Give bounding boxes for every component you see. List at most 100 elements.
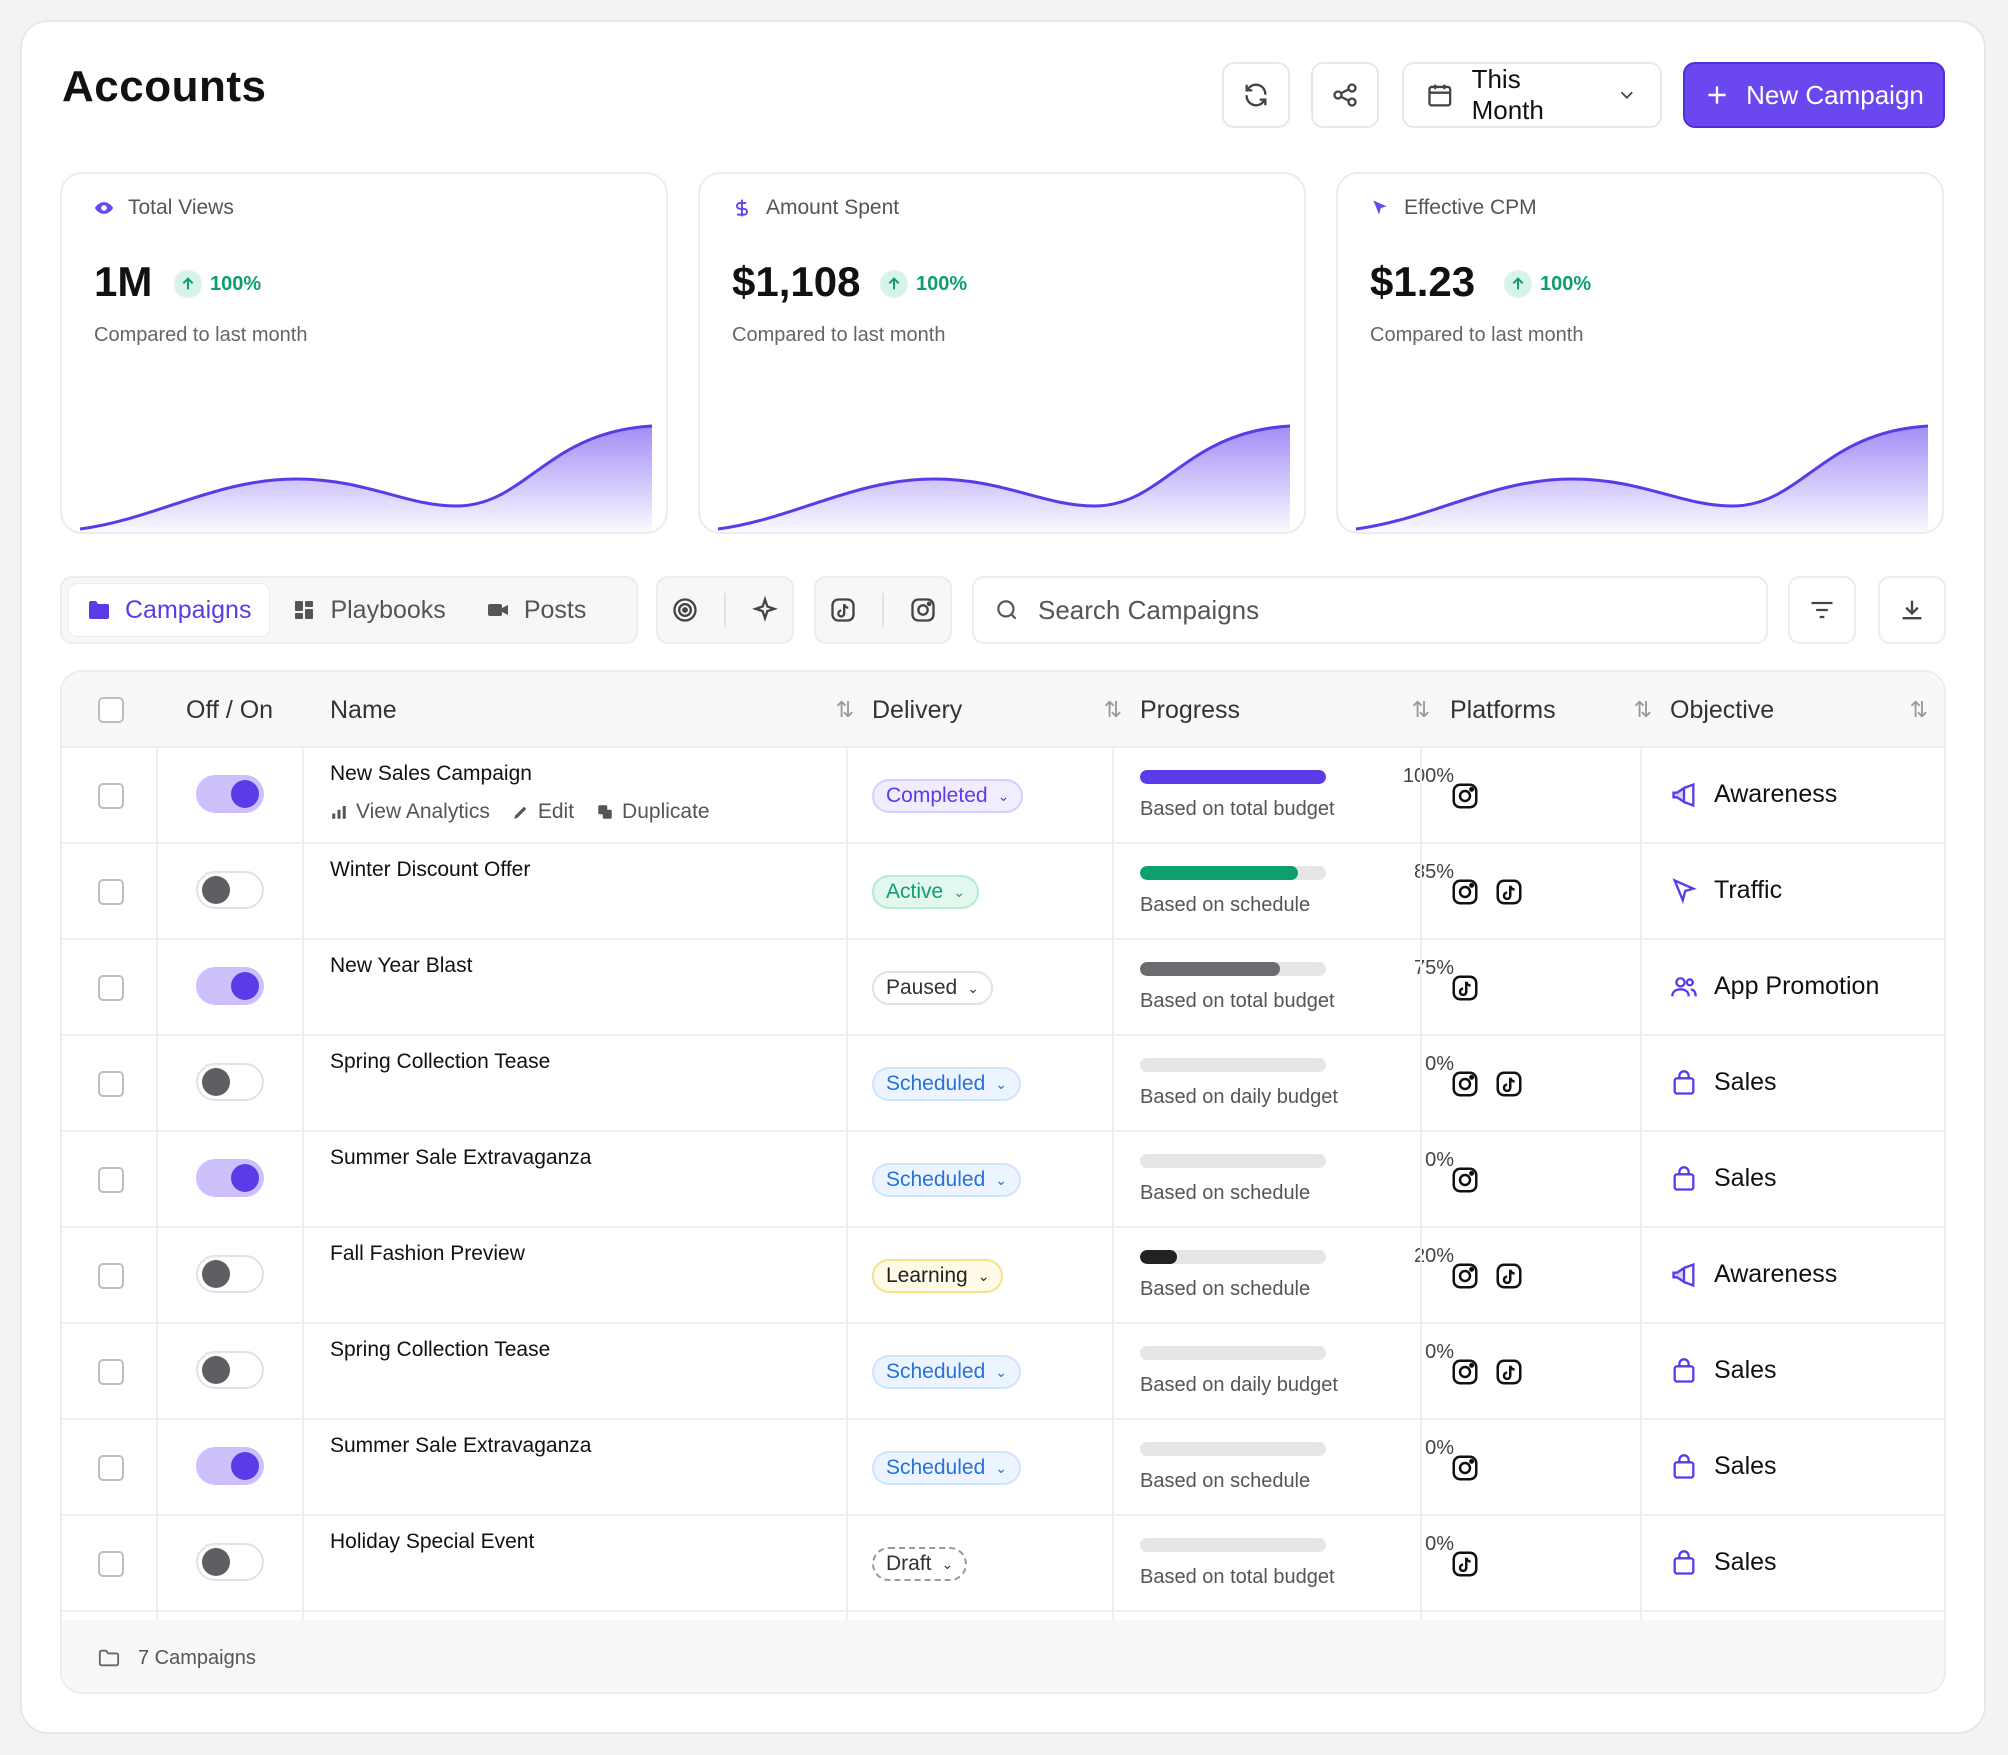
campaign-toggle[interactable]	[196, 1255, 264, 1293]
users-icon	[1671, 976, 1697, 996]
delivery-status-badge[interactable]: Draft ⌄	[872, 1547, 968, 1581]
refresh-icon	[1245, 83, 1267, 107]
delivery-status-badge[interactable]: Scheduled ⌄	[872, 1355, 1021, 1389]
shopping-bag-icon	[1673, 1165, 1695, 1191]
table-row[interactable]: New Year Blast Paused ⌄ 75% Based on total b…	[62, 940, 1944, 1036]
campaign-toggle[interactable]	[196, 775, 264, 813]
cursor-icon	[1373, 200, 1387, 215]
stat-label: Total Views	[94, 196, 234, 220]
sort-icon: ⇅	[1633, 697, 1652, 722]
campaign-name[interactable]: Summer Sale Extravaganza	[330, 1146, 592, 1169]
instagram-icon[interactable]	[909, 596, 937, 624]
campaign-name[interactable]: New Sales Campaign	[330, 762, 532, 785]
campaign-name[interactable]: Spring Collection Tease	[330, 1338, 551, 1361]
table-row[interactable]: Winter Discount Offer Active ⌄ 85% Based on …	[62, 844, 1944, 940]
toggle-knob	[231, 1164, 259, 1192]
instagram-icon	[1452, 879, 1478, 905]
table-row[interactable]: Summer Sale Extravaganza Scheduled ⌄ 0% Base…	[62, 1132, 1944, 1228]
search-input[interactable]	[1038, 594, 1638, 626]
period-select[interactable]: This Month	[1402, 62, 1662, 128]
arrow-up-icon	[880, 270, 908, 298]
share-button[interactable]	[1311, 62, 1379, 128]
column-platforms[interactable]: Platforms ⇅	[1450, 695, 1652, 724]
tab-posts[interactable]: Posts	[468, 583, 605, 637]
download-button[interactable]	[1878, 576, 1946, 644]
delivery-status-badge[interactable]: Paused ⌄	[872, 971, 993, 1005]
platform-icons	[1450, 1069, 1524, 1099]
column-objective[interactable]: Objective ⇅	[1670, 695, 1928, 724]
row-checkbox[interactable]	[98, 1167, 124, 1193]
table-row[interactable]: Holiday Special Event Draft ⌄ 0% Based on to…	[62, 1516, 1944, 1612]
campaign-toggle[interactable]	[196, 1447, 264, 1485]
campaign-toggle[interactable]	[196, 871, 264, 909]
campaign-name[interactable]: Winter Discount Offer	[330, 858, 531, 881]
row-checkbox[interactable]	[98, 975, 124, 1001]
divider	[156, 748, 158, 1620]
delivery-status-badge[interactable]: Active ⌄	[872, 875, 979, 909]
delivery-status-badge[interactable]: Scheduled ⌄	[872, 1163, 1021, 1197]
campaign-toggle[interactable]	[196, 1351, 264, 1389]
tiktok-icon	[1496, 1359, 1522, 1385]
campaign-toggle[interactable]	[196, 1543, 264, 1581]
sparkline-chart	[1355, 424, 1929, 532]
delivery-status-badge[interactable]: Completed ⌄	[872, 779, 1024, 813]
campaign-name[interactable]: Spring Collection Tease	[330, 1050, 551, 1073]
campaigns-table: Off / On Name ⇅ Delivery ⇅ Progress ⇅ Platf…	[60, 670, 1946, 1694]
row-checkbox[interactable]	[98, 1551, 124, 1577]
campaign-name[interactable]: Fall Fashion Preview	[330, 1242, 525, 1265]
progress-percent: 20%	[1413, 1245, 1454, 1267]
delivery-status-badge[interactable]: Scheduled ⌄	[872, 1067, 1021, 1101]
stat-value: 1M	[94, 258, 153, 305]
campaign-name[interactable]: Summer Sale Extravaganza	[330, 1434, 592, 1457]
duplicate-link[interactable]: Duplicate	[596, 800, 710, 824]
column-off-on: Off / On	[186, 695, 274, 724]
target-icon[interactable]	[671, 596, 699, 624]
table-row[interactable]: New Sales Campaign View Analytics Edit Dupl…	[62, 748, 1944, 844]
tiktok-icon	[1496, 1263, 1522, 1289]
delivery-status-badge[interactable]: Learning ⌄	[872, 1259, 1004, 1293]
progress-basis: Based on total budget	[1140, 798, 1335, 820]
row-checkbox[interactable]	[98, 1263, 124, 1289]
table-row[interactable]: Spring Collection Tease Scheduled ⌄ 0% Based…	[62, 1036, 1944, 1132]
sort-icon: ⇅	[1103, 697, 1122, 722]
campaign-name[interactable]: New Year Blast	[330, 954, 473, 977]
folder-icon	[89, 601, 109, 619]
stat-card-total-views: Total Views 1M 100% Compared to last mon…	[60, 172, 668, 534]
campaign-toggle[interactable]	[196, 967, 264, 1005]
view-analytics-link[interactable]: View Analytics	[330, 800, 490, 824]
column-progress[interactable]: Progress ⇅	[1140, 695, 1430, 724]
table-row[interactable]: Summer Sale Extravaganza Scheduled ⌄ 0% Base…	[62, 1420, 1944, 1516]
edit-link[interactable]: Edit	[512, 800, 574, 824]
delivery-status-badge[interactable]: Scheduled ⌄	[872, 1451, 1021, 1485]
row-checkbox[interactable]	[98, 783, 124, 809]
tab-campaigns[interactable]: Campaigns	[68, 583, 271, 637]
tab-playbooks[interactable]: Playbooks	[274, 583, 463, 637]
table-row[interactable]: Spring Collection Tease Scheduled ⌄ 0% Based…	[62, 1324, 1944, 1420]
tiktok-icon[interactable]	[829, 596, 857, 624]
chevron-down-icon: ⌄	[995, 1075, 1007, 1092]
campaign-toggle[interactable]	[196, 1159, 264, 1197]
refresh-button[interactable]	[1222, 62, 1290, 128]
new-campaign-button[interactable]: New Campaign	[1683, 62, 1945, 128]
progress-bar	[1140, 866, 1326, 880]
campaign-toggle[interactable]	[196, 1063, 264, 1101]
progress-fill	[1140, 962, 1280, 976]
search-icon	[997, 600, 1017, 620]
platform-icons	[1450, 973, 1480, 1003]
select-all-checkbox[interactable]	[98, 697, 124, 723]
column-delivery[interactable]: Delivery ⇅	[872, 695, 1122, 724]
row-checkbox[interactable]	[98, 879, 124, 905]
column-name[interactable]: Name ⇅	[330, 695, 854, 724]
filter-button[interactable]	[1788, 576, 1856, 644]
tiktok-icon	[1496, 1071, 1522, 1097]
campaign-name[interactable]: Holiday Special Event	[330, 1530, 535, 1553]
toggle-knob	[202, 876, 230, 904]
table-row[interactable]: Fall Fashion Preview Learning ⌄ 20% Based on…	[62, 1228, 1944, 1324]
sparkle-icon[interactable]	[751, 596, 779, 624]
toggle-knob	[202, 1260, 230, 1288]
row-checkbox[interactable]	[98, 1455, 124, 1481]
stat-card-amount-spent: Amount Spent $1,108 100% Compared to las…	[698, 172, 1306, 534]
row-checkbox[interactable]	[98, 1071, 124, 1097]
row-checkbox[interactable]	[98, 1359, 124, 1385]
progress-bar	[1140, 1346, 1326, 1360]
